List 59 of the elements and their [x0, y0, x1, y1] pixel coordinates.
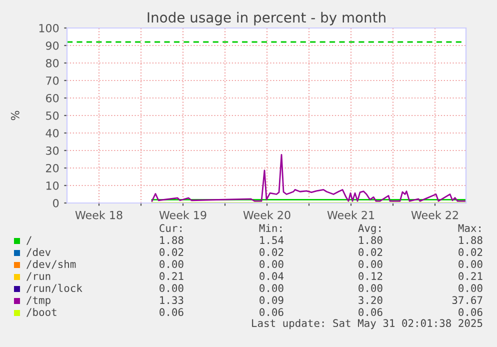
y-tick-label: 20 [46, 164, 59, 172]
x-tick-label: Week 18 [75, 210, 122, 220]
y-tick-label: 0 [53, 198, 59, 208]
text: 0.00 [160, 284, 184, 292]
y-tick-label: 90 [46, 41, 59, 50]
x-tick-label: Week 21 [327, 210, 374, 220]
x-tick-label: Week 20 [243, 210, 290, 220]
chart-title: Inode usage in percent - by month [148, 12, 386, 26]
text: 0.06 [260, 308, 284, 316]
text: 0.00 [458, 284, 482, 292]
y-tick-label: 80 [46, 58, 59, 68]
text: 0.00 [358, 260, 382, 268]
legend-label: /run [26, 272, 50, 281]
legend-label: / [26, 236, 32, 245]
legend-label: /tmp [26, 296, 50, 306]
y-tick-label: 40 [46, 128, 59, 138]
text: 3.20 [358, 296, 382, 304]
x-tick-label: Week 22 [411, 210, 458, 220]
text: 1.88 [160, 236, 184, 244]
text: Min: [259, 224, 282, 232]
text: 0.12 [358, 272, 382, 280]
legend-label: /dev/shm [26, 260, 76, 269]
text: 1.33 [160, 296, 184, 304]
text: 1.88 [459, 236, 482, 244]
text: 0.06 [458, 308, 482, 316]
y-tick-label: 30 [46, 146, 59, 155]
text: 0.00 [260, 284, 284, 292]
text: 0.21 [458, 272, 482, 280]
line-series [151, 154, 466, 202]
text: 0.06 [358, 308, 382, 316]
text: 0.09 [260, 296, 284, 304]
text: 37.67 [452, 296, 482, 304]
text: Avg: [358, 224, 380, 234]
text: 0.00 [260, 260, 284, 268]
text: 0.02 [260, 248, 284, 256]
text: 0.00 [160, 260, 184, 268]
y-tick-label: 10 [46, 181, 59, 190]
y-tick-label: 50 [46, 111, 59, 120]
text: Max: [458, 224, 480, 232]
text: 1.80 [359, 236, 382, 244]
text: Last update: Sat May 31 02:01:38 2025 [252, 318, 482, 330]
legend-label: /dev [26, 248, 51, 257]
x-tick-label: Week 19 [159, 210, 206, 220]
y-tick-label: 100 [39, 24, 59, 32]
y-axis-title: % [10, 110, 20, 120]
text: 1.54 [260, 236, 284, 244]
text: Cur: [160, 224, 182, 232]
text: 0.02 [458, 248, 482, 256]
text: 0.06 [160, 308, 184, 316]
legend-label: /run/lock [26, 284, 82, 293]
y-tick-label: 60 [46, 94, 59, 102]
text: 0.00 [358, 284, 382, 292]
y-tick-label: 70 [46, 76, 59, 85]
text: 0.02 [358, 248, 382, 256]
text: 0.04 [260, 272, 284, 280]
text: 0.00 [458, 260, 482, 268]
text: 0.02 [160, 248, 184, 256]
legend-label: /boot [26, 308, 56, 317]
text: 0.21 [160, 272, 184, 280]
